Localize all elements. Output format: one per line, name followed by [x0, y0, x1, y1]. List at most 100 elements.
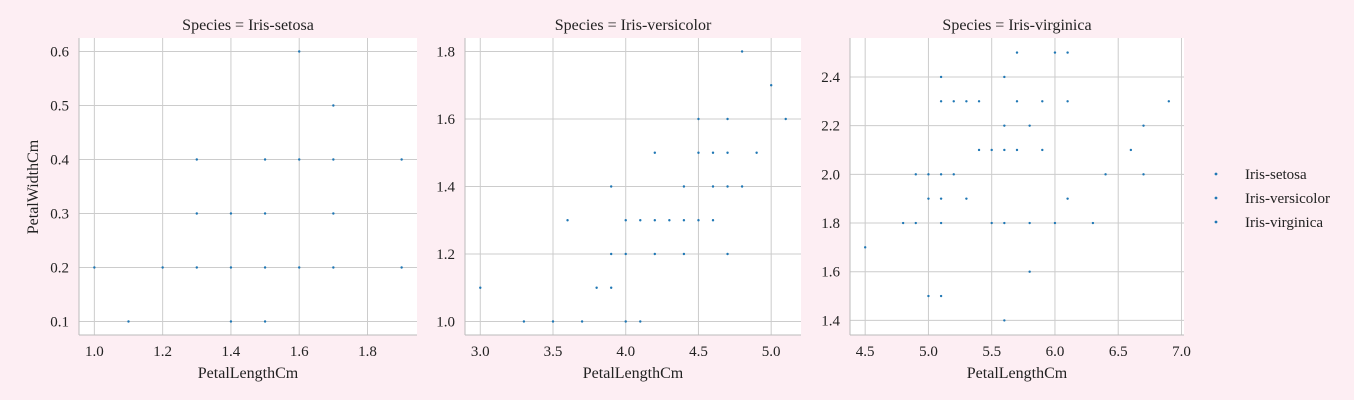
data-point [195, 212, 198, 215]
data-point [1015, 148, 1019, 152]
y-tick-label: 0.4 [50, 153, 69, 169]
x-tick-label: 4.5 [689, 344, 708, 360]
y-tick-label: 0.2 [50, 261, 69, 277]
data-point [263, 158, 267, 161]
data-point [1003, 148, 1006, 152]
data-point [332, 158, 335, 161]
plot-area [850, 38, 1184, 335]
x-axis-label: PetalLengthCm [583, 365, 684, 382]
data-point [1015, 100, 1019, 103]
data-point [624, 320, 627, 323]
data-point [1053, 51, 1057, 54]
data-point [1015, 51, 1019, 54]
x-tick-label: 7.0 [1172, 344, 1191, 360]
data-point [740, 185, 744, 188]
data-point [195, 158, 198, 161]
y-tick-label: 1.8 [436, 45, 455, 61]
data-point [127, 320, 130, 323]
data-point [1129, 148, 1133, 152]
data-point [697, 151, 700, 154]
data-point [522, 320, 526, 323]
data-point [624, 219, 627, 222]
data-point [161, 266, 164, 269]
data-point [668, 219, 671, 222]
data-point [1041, 100, 1044, 103]
data-point [332, 104, 335, 107]
panel-title: Species = Iris-setosa [182, 17, 314, 34]
x-axis-label: PetalLengthCm [198, 365, 299, 382]
data-point [726, 185, 729, 188]
data-point [400, 266, 403, 269]
y-tick-label: 1.4 [436, 180, 455, 196]
y-tick-label: 0.1 [50, 315, 69, 331]
data-point [479, 286, 482, 289]
data-point [332, 266, 335, 269]
x-tick-label: 3.0 [471, 344, 490, 360]
data-point [1003, 319, 1006, 322]
data-point [927, 197, 930, 200]
x-tick-label: 6.0 [1046, 344, 1065, 360]
data-point [229, 212, 233, 215]
facet-panel-2: 3.0 3.5 4.0 4.5 5.0 1.0 1.2 1.4 1.6 1.8 Species = … [436, 17, 801, 382]
x-tick-label: 1.0 [85, 344, 104, 360]
x-tick-label: 1.4 [222, 344, 241, 360]
plot-area [79, 38, 417, 335]
data-point [1028, 124, 1031, 127]
data-point [1091, 221, 1095, 225]
data-point [977, 148, 981, 152]
data-point [711, 151, 715, 154]
y-tick-label: 0.5 [50, 99, 69, 115]
data-point [711, 185, 715, 188]
data-point [740, 50, 744, 53]
x-tick-label: 1.6 [290, 344, 309, 360]
data-point [726, 117, 729, 121]
data-point [965, 197, 968, 200]
data-point [653, 252, 657, 256]
facet-panel-1: 1.0 1.2 1.4 1.6 1.8 0.1 0.2 0.3 0.4 0.5 0.6 Species… [50, 17, 417, 382]
y-tick-label: 1.4 [821, 313, 840, 329]
data-point [609, 252, 613, 256]
data-point [400, 158, 403, 161]
data-point [624, 252, 627, 256]
x-tick-label: 1.2 [153, 344, 172, 360]
legend-label: Iris-versicolor [1245, 191, 1330, 207]
facet-panels: 1.0 1.2 1.4 1.6 1.8 0.1 0.2 0.3 0.4 0.5 0.6 Species… [50, 17, 1191, 382]
legend-item: Iris-versicolor [1214, 191, 1330, 207]
data-point [1028, 270, 1031, 273]
y-tick-label: 1.6 [436, 112, 455, 128]
data-point [1066, 197, 1069, 200]
x-tick-label: 4.0 [616, 344, 635, 360]
x-tick-label: 5.0 [919, 344, 938, 360]
panel-title: Species = Iris-virginica [942, 17, 1091, 34]
data-point [977, 100, 981, 103]
y-tick-label: 2.4 [821, 70, 840, 86]
legend-label: Iris-setosa [1245, 167, 1307, 183]
data-point [263, 320, 267, 323]
data-point [726, 252, 729, 256]
data-point [93, 266, 96, 269]
data-point [1053, 221, 1057, 225]
data-point [229, 266, 233, 269]
data-point [784, 117, 787, 121]
data-point [697, 117, 700, 121]
data-point [1066, 100, 1069, 103]
data-point [332, 212, 335, 215]
data-point [939, 75, 943, 79]
data-point [1003, 221, 1006, 225]
data-point [965, 100, 968, 103]
data-point [653, 219, 657, 222]
y-tick-label: 1.0 [436, 315, 455, 331]
data-point [939, 100, 943, 103]
facet-panel-3: 4.5 5.0 5.5 6.0 6.5 7.0 1.4 1.6 1.8 2.0 2.2 2.4 Spec… [821, 17, 1191, 382]
y-tick-label: 2.0 [821, 167, 840, 183]
data-point [927, 294, 930, 298]
data-point [863, 246, 867, 249]
data-point [298, 158, 301, 161]
legend: Iris-setosa Iris-versicolor Iris-virginica [1214, 167, 1330, 231]
data-point [229, 320, 233, 323]
x-tick-label: 1.8 [358, 344, 377, 360]
data-point [263, 266, 267, 269]
y-tick-label: 1.8 [821, 216, 840, 232]
data-point [682, 219, 686, 222]
data-point [682, 185, 686, 188]
